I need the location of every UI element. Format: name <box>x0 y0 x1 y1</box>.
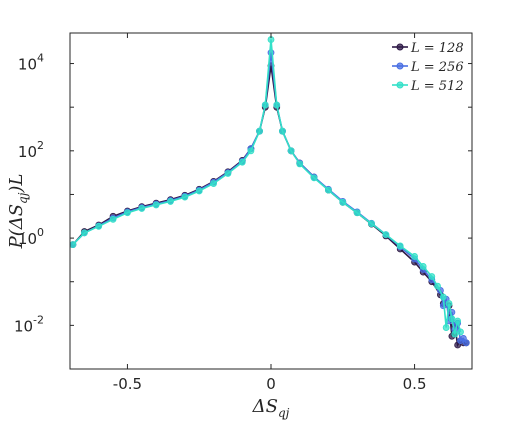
data-point <box>445 300 453 307</box>
data-point <box>428 273 436 280</box>
y-tick-base: 10 <box>18 56 37 74</box>
series-line <box>72 65 467 348</box>
legend: L = 128 L = 256 L = 512 <box>392 41 464 94</box>
series-line <box>72 52 467 344</box>
legend-label: L = 128 <box>410 41 464 56</box>
data-point <box>69 241 77 249</box>
legend-marker <box>396 43 404 51</box>
y-tick-exp: 0 <box>37 226 44 239</box>
data-point <box>279 127 286 135</box>
y-tick-label: 100 <box>18 226 44 248</box>
data-point <box>80 229 88 237</box>
legend-label: L = 256 <box>410 60 464 75</box>
data-point <box>287 147 295 155</box>
x-tick-label: -0.5 <box>113 375 142 393</box>
data-point <box>448 315 456 323</box>
data-point <box>138 205 146 212</box>
data-point <box>462 339 470 347</box>
data-point <box>434 282 441 290</box>
data-point <box>256 127 263 135</box>
data-point <box>439 293 447 301</box>
y-tick-label: 102 <box>18 139 44 161</box>
data-point <box>247 147 255 155</box>
data-point <box>124 209 131 217</box>
data-point <box>451 330 459 338</box>
data-point <box>419 263 427 270</box>
data-point <box>195 187 203 195</box>
data-point <box>396 242 404 250</box>
x-tick-label: 0 <box>266 375 276 393</box>
data-point <box>457 328 464 336</box>
y-tick-exp: 2 <box>37 139 44 152</box>
y-tick-exp: 4 <box>37 52 44 65</box>
series-2 <box>69 36 464 338</box>
series-layer <box>69 36 470 349</box>
data-point <box>411 253 418 260</box>
data-point <box>296 160 304 168</box>
data-point <box>152 201 160 209</box>
data-point <box>368 220 375 228</box>
x-axis-label: ΔSqj <box>252 396 290 420</box>
y-tick-base: 10 <box>14 317 33 335</box>
y-tick-label: 104 <box>18 52 44 74</box>
series-0 <box>69 62 470 349</box>
y-tick-label: 10-2 <box>14 313 44 335</box>
data-point <box>339 198 347 206</box>
data-point <box>181 193 189 201</box>
data-point <box>261 101 269 109</box>
data-point <box>210 180 217 187</box>
data-point <box>167 198 174 205</box>
y-axis-label: P(ΔSqj)L <box>6 174 30 250</box>
data-point <box>273 101 281 109</box>
legend-marker <box>396 62 404 70</box>
series-1 <box>69 49 470 347</box>
y-tick-exp: -2 <box>33 313 44 326</box>
data-point <box>109 215 117 223</box>
data-point <box>310 174 318 182</box>
data-point <box>238 158 246 166</box>
legend-label: L = 512 <box>410 79 464 94</box>
data-point <box>382 231 390 239</box>
data-point <box>454 317 462 325</box>
legend-marker <box>396 81 404 89</box>
data-point <box>353 209 361 217</box>
x-tick-label: 0.5 <box>403 375 427 393</box>
data-point <box>442 324 450 331</box>
data-point <box>224 170 232 177</box>
y-tick-base: 10 <box>18 230 37 248</box>
data-point <box>325 186 332 194</box>
data-point <box>95 222 103 230</box>
y-tick-base: 10 <box>18 143 37 161</box>
